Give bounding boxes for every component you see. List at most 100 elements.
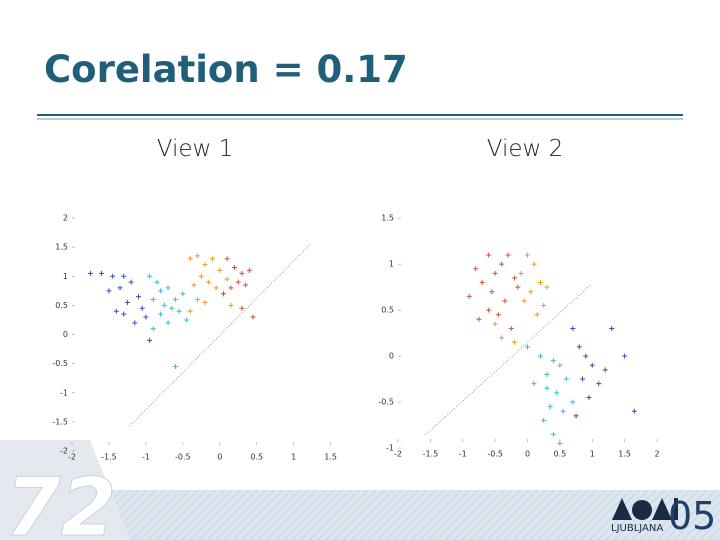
point [169, 305, 175, 311]
point [466, 293, 472, 299]
point [554, 390, 560, 396]
x-tick-label: -1.5 [101, 453, 117, 462]
point [563, 376, 569, 382]
point [87, 270, 93, 276]
point [117, 285, 123, 291]
point [534, 312, 540, 318]
point [492, 321, 498, 327]
point [250, 314, 256, 320]
point [128, 279, 134, 285]
point [560, 408, 566, 414]
point [147, 273, 153, 279]
point [243, 282, 249, 288]
point [132, 320, 138, 326]
y-tick-label: -0.5 [378, 398, 394, 407]
point [502, 298, 508, 304]
x-tick-label: -0.5 [175, 453, 191, 462]
logo-number: 05 [668, 494, 716, 538]
y-tick-label: 1 [63, 272, 68, 281]
point [239, 305, 245, 311]
point [550, 431, 556, 437]
point [110, 273, 116, 279]
point [596, 381, 602, 387]
point [150, 297, 156, 303]
point [576, 344, 582, 350]
point [150, 326, 156, 332]
point [525, 252, 530, 258]
point [512, 339, 518, 345]
x-tick-label: -0.5 [487, 450, 503, 459]
logo-text: LJUBLJANA [611, 523, 663, 534]
x-tick-label: -1 [142, 453, 150, 462]
separator-line [424, 284, 591, 436]
y-tick-label: 1 [389, 260, 394, 269]
point [486, 252, 492, 258]
y-tick-label: -1.5 [52, 417, 68, 426]
x-tick-label: 0.5 [554, 450, 567, 459]
point [121, 273, 127, 279]
point [99, 270, 105, 276]
point [176, 308, 182, 314]
point [544, 371, 550, 377]
x-tick-label: 1.5 [324, 453, 337, 462]
point [235, 279, 241, 285]
y-tick-label: -2 [60, 447, 68, 456]
page-number: 72 [5, 461, 116, 540]
point [180, 291, 186, 297]
point [489, 289, 495, 295]
point [113, 308, 119, 314]
point [217, 267, 223, 273]
chart-title: View 1 [157, 136, 234, 162]
point [198, 273, 204, 279]
point [202, 299, 208, 305]
point [124, 299, 130, 305]
point [537, 353, 543, 359]
y-tick-label: -0.5 [52, 359, 68, 368]
point [609, 326, 615, 331]
x-tick-label: 0 [217, 453, 222, 462]
point [165, 320, 171, 326]
point [187, 308, 193, 314]
point [239, 270, 245, 276]
point [121, 311, 127, 317]
x-tick-label: 0 [525, 450, 530, 459]
x-tick-label: -1.5 [423, 450, 439, 459]
point [224, 276, 230, 282]
x-tick-label: 1.5 [618, 450, 631, 459]
point [499, 261, 505, 267]
point [486, 307, 492, 313]
scatter-chart: View 2 -1 -0.5 0 0.5 1 1.5 -2 -1.5 -1 -0.5 0 0.5 1 1.5… [378, 136, 659, 459]
point [139, 305, 145, 311]
point [165, 285, 171, 291]
point [232, 265, 238, 271]
point [136, 294, 141, 300]
point [143, 314, 149, 320]
point [202, 262, 208, 268]
x-tick-label: -2 [394, 450, 402, 459]
point [521, 298, 527, 304]
point [184, 317, 190, 323]
point [586, 394, 592, 400]
point [528, 289, 534, 295]
point [206, 279, 212, 285]
point [473, 266, 479, 272]
y-tick-label: 0.5 [55, 301, 68, 310]
x-tick-label: 1 [291, 453, 296, 462]
point [147, 337, 153, 343]
point [224, 256, 230, 262]
y-tick-label: 2 [63, 214, 68, 223]
point [154, 279, 160, 285]
x-tick-label: 2 [654, 450, 659, 459]
point [570, 399, 576, 405]
point [544, 385, 550, 391]
chart-title: View 2 [487, 136, 564, 162]
point [557, 440, 563, 446]
point [220, 291, 226, 297]
point [228, 302, 234, 308]
point [195, 253, 201, 259]
point [573, 413, 579, 419]
x-tick-label: 1 [590, 450, 595, 459]
logo: LJUBLJANA 05 [611, 494, 716, 538]
point [570, 326, 576, 331]
